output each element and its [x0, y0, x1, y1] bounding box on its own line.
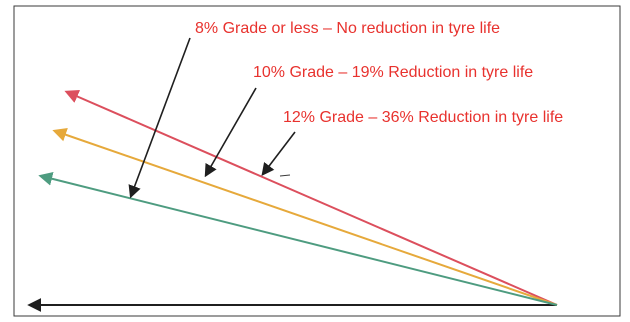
label-grade-12: 12% Grade – 36% Reduction in tyre life [283, 109, 563, 126]
label-grade-8: 8% Grade or less – No reduction in tyre … [195, 20, 500, 37]
pointer-tick [279, 174, 291, 177]
pointer-arrow-grade-8 [128, 37, 191, 199]
diagram-frame [13, 5, 621, 317]
label-grade-10: 10% Grade – 19% Reduction in tyre life [253, 64, 533, 81]
medium-grade-line [52, 128, 558, 306]
steep-grade-line [64, 90, 558, 306]
gentle-grade-line [38, 171, 558, 306]
pointer-arrow-grade-12 [261, 131, 296, 177]
pointer-arrow-grade-10 [204, 87, 257, 178]
